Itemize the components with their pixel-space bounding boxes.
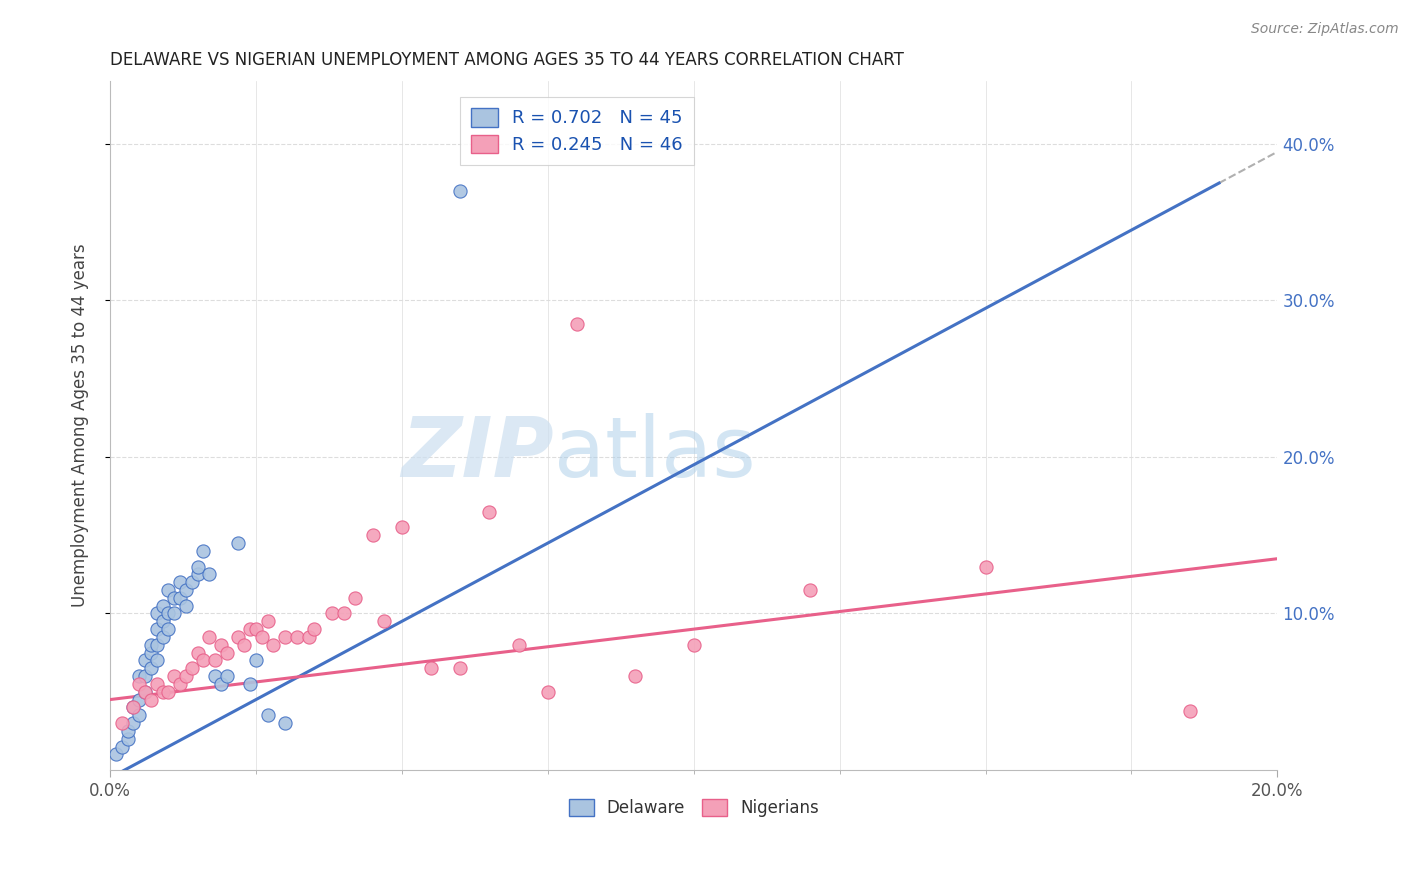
Point [163, 607, 186, 621]
Point [204, 669, 226, 683]
Point [974, 559, 997, 574]
Point [157, 684, 180, 698]
Legend: Delaware, Nigerians: Delaware, Nigerians [562, 792, 825, 823]
Point [263, 638, 285, 652]
Point [478, 505, 501, 519]
Point [117, 731, 139, 746]
Point [228, 630, 250, 644]
Point [139, 661, 162, 675]
Point [145, 653, 167, 667]
Point [145, 622, 167, 636]
Point [174, 599, 197, 613]
Point [111, 716, 134, 731]
Point [169, 575, 191, 590]
Text: ZIP: ZIP [401, 413, 554, 493]
Point [799, 582, 821, 597]
Point [174, 669, 197, 683]
Point [134, 684, 156, 698]
Point [134, 669, 156, 683]
Point [391, 520, 413, 534]
Point [274, 630, 297, 644]
Point [157, 622, 180, 636]
Point [256, 615, 278, 629]
Point [245, 622, 267, 636]
Point [152, 599, 174, 613]
Point [449, 184, 471, 198]
Point [274, 716, 297, 731]
Text: atlas: atlas [554, 413, 755, 493]
Point [420, 661, 443, 675]
Point [128, 708, 150, 723]
Point [139, 692, 162, 706]
Point [198, 630, 221, 644]
Point [215, 646, 238, 660]
Point [304, 622, 326, 636]
Point [233, 638, 256, 652]
Point [152, 615, 174, 629]
Point [215, 669, 238, 683]
Point [128, 677, 150, 691]
Point [332, 607, 354, 621]
Y-axis label: Unemployment Among Ages 35 to 44 years: Unemployment Among Ages 35 to 44 years [72, 244, 89, 607]
Text: DELAWARE VS NIGERIAN UNEMPLOYMENT AMONG AGES 35 TO 44 YEARS CORRELATION CHART: DELAWARE VS NIGERIAN UNEMPLOYMENT AMONG … [110, 51, 904, 69]
Point [297, 630, 319, 644]
Point [204, 653, 226, 667]
Point [285, 630, 308, 644]
Point [193, 653, 215, 667]
Point [145, 638, 167, 652]
Point [256, 708, 278, 723]
Point [139, 638, 162, 652]
Point [139, 646, 162, 660]
Point [198, 567, 221, 582]
Point [157, 582, 180, 597]
Point [180, 575, 202, 590]
Point [122, 716, 145, 731]
Point [449, 661, 471, 675]
Point [373, 615, 395, 629]
Point [169, 591, 191, 605]
Point [134, 684, 156, 698]
Point [145, 677, 167, 691]
Point [169, 677, 191, 691]
Point [174, 582, 197, 597]
Point [128, 669, 150, 683]
Point [117, 723, 139, 738]
Point [187, 646, 209, 660]
Point [209, 638, 232, 652]
Point [157, 607, 180, 621]
Point [104, 747, 127, 762]
Point [187, 567, 209, 582]
Point [344, 591, 367, 605]
Point [239, 622, 262, 636]
Point [361, 528, 384, 542]
Point [565, 317, 588, 331]
Point [163, 669, 186, 683]
Point [537, 684, 560, 698]
Point [111, 739, 134, 754]
Point [128, 692, 150, 706]
Point [624, 669, 647, 683]
Point [245, 653, 267, 667]
Point [321, 607, 343, 621]
Point [180, 661, 202, 675]
Point [145, 607, 167, 621]
Point [163, 591, 186, 605]
Point [152, 630, 174, 644]
Point [228, 536, 250, 550]
Point [122, 700, 145, 714]
Point [187, 559, 209, 574]
Point [239, 677, 262, 691]
Point [209, 677, 232, 691]
Point [122, 700, 145, 714]
Point [134, 653, 156, 667]
Point [250, 630, 273, 644]
Point [193, 544, 215, 558]
Point [508, 638, 530, 652]
Point [682, 638, 704, 652]
Text: Source: ZipAtlas.com: Source: ZipAtlas.com [1251, 22, 1399, 37]
Point [152, 684, 174, 698]
Point [1178, 704, 1201, 718]
